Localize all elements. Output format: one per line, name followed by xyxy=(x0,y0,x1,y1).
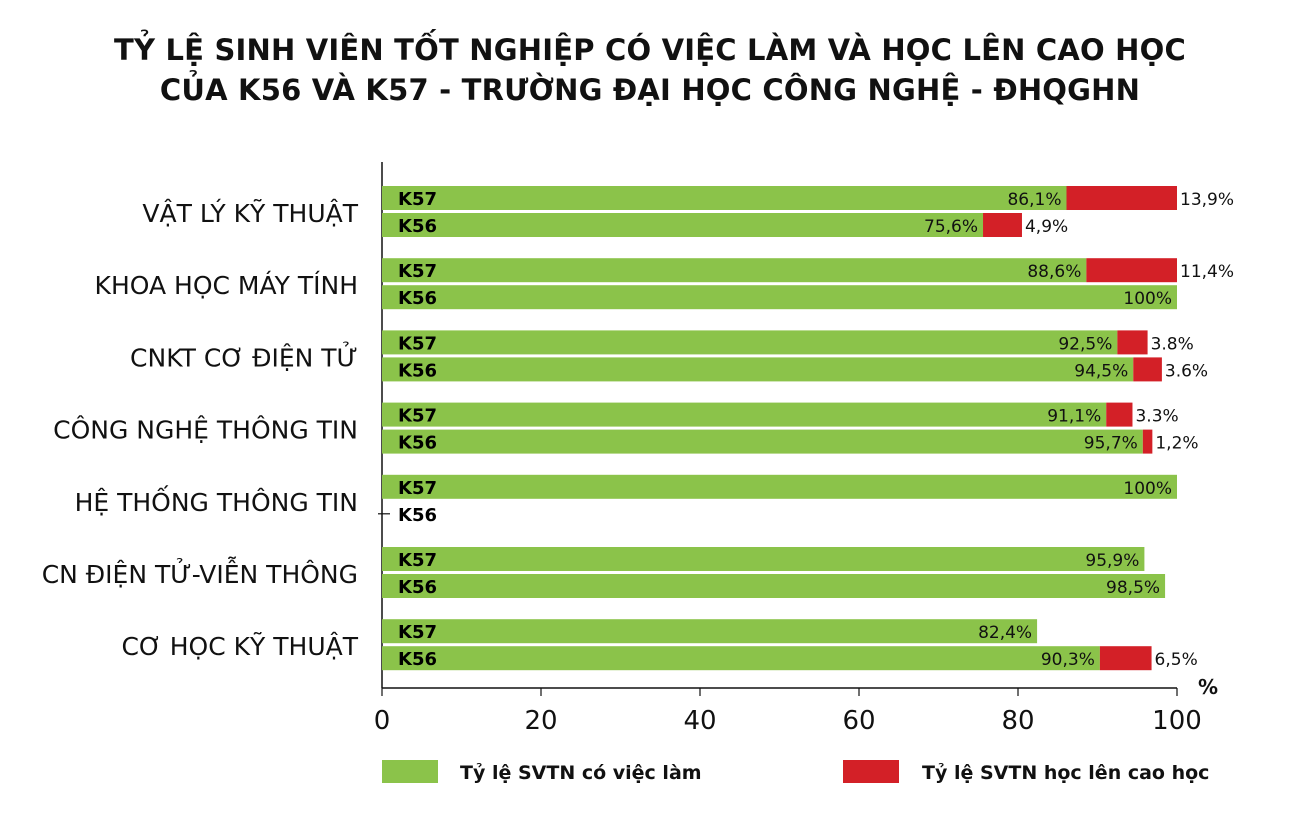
value-label-employed: 100% xyxy=(1123,289,1172,309)
value-label-graduate-study: 11,4% xyxy=(1180,262,1234,282)
cohort-label: K57 xyxy=(398,550,437,571)
legend-label-graduate-study: Tỷ lệ SVTN học lên cao học xyxy=(922,762,1209,784)
category-label: VẬT LÝ KỸ THUẬT xyxy=(142,198,358,228)
value-label-graduate-study: 4,9% xyxy=(1025,217,1068,237)
category-label: CÔNG NGHỆ THÔNG TIN xyxy=(53,415,358,445)
category-label: CƠ HỌC KỸ THUẬT xyxy=(122,631,359,661)
legend-label-employed: Tỷ lệ SVTN có việc làm xyxy=(460,762,702,784)
value-label-employed: 92,5% xyxy=(1058,334,1112,354)
legend-swatch-graduate-study xyxy=(843,760,899,783)
value-label-graduate-study: 13,9% xyxy=(1180,190,1234,210)
bar-graduate-study-k57 xyxy=(1106,402,1133,427)
x-tick-label: 60 xyxy=(842,706,875,736)
value-label-employed: 90,3% xyxy=(1041,650,1095,670)
bar-employed-k57 xyxy=(382,474,1177,499)
cohort-label: K57 xyxy=(398,622,437,643)
bar-employed-k57 xyxy=(382,258,1087,283)
value-label-employed: 94,5% xyxy=(1074,361,1128,381)
bar-graduate-study-k57 xyxy=(1117,330,1148,355)
bar-employed-k57 xyxy=(382,402,1107,427)
value-label-graduate-study: 3.8% xyxy=(1151,334,1194,354)
value-label-employed: 91,1% xyxy=(1047,407,1101,427)
category-label: KHOA HỌC MÁY TÍNH xyxy=(95,271,358,300)
category-label: HỆ THỐNG THÔNG TIN xyxy=(75,485,358,517)
chart-title: TỶ LỆ SINH VIÊN TỐT NGHIỆP CÓ VIỆC LÀM V… xyxy=(0,30,1300,110)
bar-employed-k57 xyxy=(382,619,1038,644)
value-label-employed: 95,7% xyxy=(1084,434,1138,454)
bar-graduate-study-k56 xyxy=(1133,357,1162,382)
cohort-label: K57 xyxy=(398,261,437,282)
value-label-employed: 86,1% xyxy=(1007,190,1061,210)
bar-graduate-study-k57 xyxy=(1066,186,1177,210)
bar-employed-k56 xyxy=(382,574,1166,598)
bar-employed-k56 xyxy=(382,357,1134,382)
cohort-label: K56 xyxy=(398,577,437,598)
x-axis-unit: % xyxy=(1198,675,1218,699)
chart-title-line-1: TỶ LỆ SINH VIÊN TỐT NGHIỆP CÓ VIỆC LÀM V… xyxy=(114,33,1186,67)
cohort-label: K56 xyxy=(398,288,437,309)
bar-employed-k56 xyxy=(382,429,1143,454)
x-tick-label: 20 xyxy=(524,706,557,736)
value-label-graduate-study: 1,2% xyxy=(1155,434,1198,454)
cohort-label: K56 xyxy=(398,649,437,670)
cohort-label: K57 xyxy=(398,406,437,427)
x-tick-label: 100 xyxy=(1152,706,1202,736)
value-label-employed: 88,6% xyxy=(1027,262,1081,282)
cohort-label: K57 xyxy=(398,478,437,499)
value-label-employed: 82,4% xyxy=(978,623,1032,643)
value-label-graduate-study: 6,5% xyxy=(1155,650,1198,670)
cohort-label: K56 xyxy=(398,360,437,381)
cohort-label: K56 xyxy=(398,505,437,526)
cohort-label: K56 xyxy=(398,216,437,237)
bar-employed-k57 xyxy=(382,547,1145,571)
x-tick-label: 80 xyxy=(1001,706,1034,736)
value-label-graduate-study: 3.6% xyxy=(1165,361,1208,381)
category-label: CNKT CƠ ĐIỆN TỬ xyxy=(130,341,358,372)
cohort-label: K56 xyxy=(398,433,437,454)
bar-employed-k56 xyxy=(382,646,1100,671)
x-tick-label: 40 xyxy=(683,706,716,736)
cohort-label: K57 xyxy=(398,333,437,354)
value-label-employed: 98,5% xyxy=(1106,578,1160,598)
x-tick-label: 0 xyxy=(374,706,391,736)
value-label-employed: 75,6% xyxy=(924,217,978,237)
category-label: CN ĐIỆN TỬ-VIỄN THÔNG xyxy=(42,556,358,589)
bar-employed-k57 xyxy=(382,186,1067,210)
bar-employed-k57 xyxy=(382,330,1118,355)
bar-graduate-study-k56 xyxy=(1142,429,1153,454)
value-label-graduate-study: 3.3% xyxy=(1135,407,1178,427)
bar-graduate-study-k56 xyxy=(983,213,1022,237)
chart-title-line-2: CỦA K56 VÀ K57 - TRƯỜNG ĐẠI HỌC CÔNG NGH… xyxy=(159,73,1141,107)
bar-employed-k56 xyxy=(382,285,1177,310)
value-label-employed: 95,9% xyxy=(1085,551,1139,571)
bar-graduate-study-k57 xyxy=(1086,258,1177,283)
legend-swatch-employed xyxy=(382,760,438,783)
cohort-label: K57 xyxy=(398,189,437,210)
bar-graduate-study-k56 xyxy=(1099,646,1152,671)
value-label-employed: 100% xyxy=(1123,479,1172,499)
bar-employed-k56 xyxy=(382,213,984,237)
